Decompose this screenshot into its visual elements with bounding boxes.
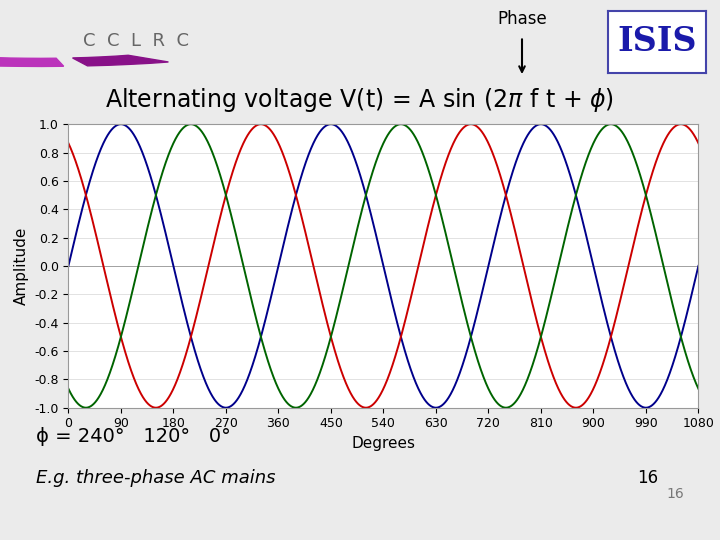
Text: 16: 16 (637, 469, 658, 487)
Text: E.g. three-phase AC mains: E.g. three-phase AC mains (36, 469, 276, 487)
Text: Alternating voltage V(t) = A sin (2$\pi$ f t + $\phi$): Alternating voltage V(t) = A sin (2$\pi$… (105, 86, 615, 114)
Text: C  C  L  R  C: C C L R C (83, 31, 189, 50)
Text: 16: 16 (666, 487, 684, 501)
Wedge shape (0, 58, 63, 66)
Y-axis label: Amplitude: Amplitude (14, 227, 29, 305)
X-axis label: Degrees: Degrees (351, 436, 415, 451)
Text: ISIS: ISIS (617, 25, 697, 58)
Wedge shape (73, 55, 168, 66)
Text: Phase: Phase (497, 10, 547, 28)
Text: ϕ = 240°   120°   0°: ϕ = 240° 120° 0° (36, 427, 231, 446)
